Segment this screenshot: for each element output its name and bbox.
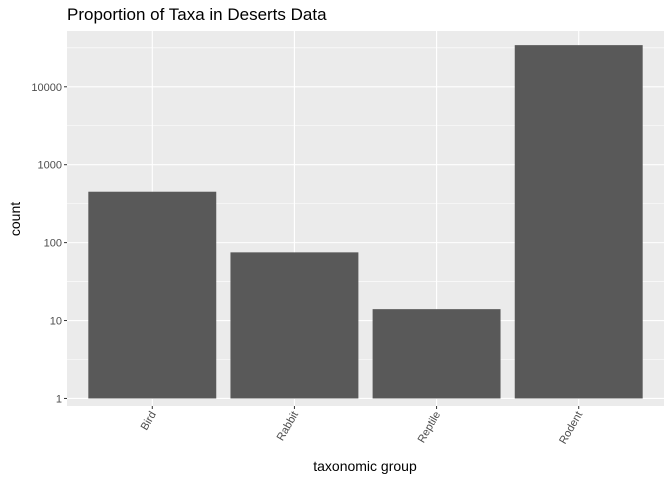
y-tick-label: 100 [44,238,62,250]
chart-title: Proportion of Taxa in Deserts Data [67,5,327,24]
x-axis-ticks: Bird Rabbit Reptile Rodent [139,406,585,447]
y-axis-ticks: 1 10 100 1000 10000 [31,82,67,405]
bar-rodent [514,45,643,399]
y-axis-title: count [7,202,23,236]
bar-bird [88,191,217,399]
x-tick-label: Rabbit [275,410,301,444]
y-tick-label: 1 [56,393,62,405]
x-tick-label: Bird [139,410,159,433]
y-tick-label: 10000 [31,82,62,94]
x-axis-title: taxonomic group [313,458,417,474]
x-tick-label: Rodent [557,410,585,447]
y-tick-label: 10 [50,316,62,328]
x-tick-label: Reptile [416,410,444,446]
y-tick-label: 1000 [38,160,62,172]
bars [88,45,643,399]
bar-reptile [372,309,501,399]
bar-rabbit [230,252,359,399]
